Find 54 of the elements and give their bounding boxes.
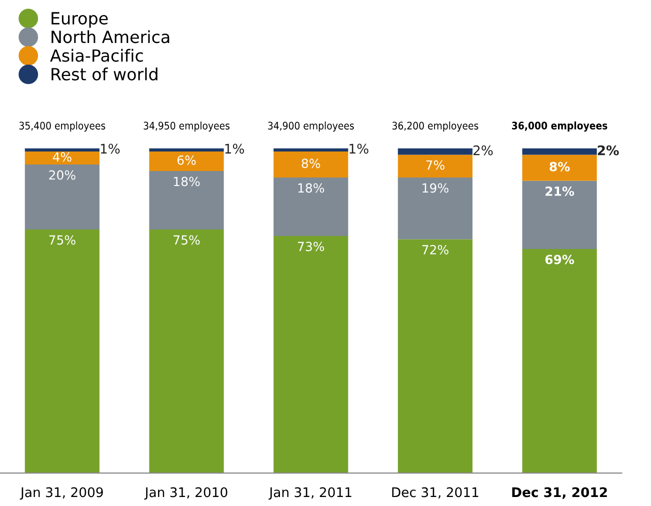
bar: [149, 229, 224, 474]
x-tick-label: Dec 31, 2012: [512, 487, 607, 499]
data-label: 8%: [550, 162, 570, 172]
bar: [274, 177, 348, 236]
data-label: 73%: [298, 242, 324, 252]
data-label: 21%: [546, 186, 574, 196]
data-label: 2%: [473, 145, 493, 156]
data-label: 75%: [49, 235, 76, 245]
bar: [274, 152, 348, 178]
bar: [522, 180, 597, 249]
bar: [398, 154, 472, 178]
x-tick-label: Jan 31, 2011: [268, 487, 352, 500]
data-label: 19%: [422, 183, 448, 193]
bar: [274, 236, 348, 474]
bar: [149, 152, 224, 171]
data-label: 72%: [422, 244, 448, 254]
data-label: 18%: [298, 183, 324, 193]
legend-label: Rest of world: [52, 68, 158, 80]
data-label: 69%: [545, 254, 574, 264]
bar: [522, 248, 597, 474]
legend-label: Asia-Pacific: [50, 48, 143, 62]
annotation: 35,400 employees: [19, 122, 106, 132]
bar: [149, 171, 224, 230]
bar: [398, 148, 472, 155]
data-label: 7%: [426, 160, 444, 170]
bar: [24, 164, 100, 230]
annotation: 36,200 employees: [392, 122, 478, 132]
annotation: 36,000 employees: [512, 121, 608, 132]
data-label: 75%: [174, 235, 200, 245]
data-label: 4%: [52, 152, 72, 162]
annotation: 34,950 employees: [144, 122, 230, 132]
data-label: 1%: [350, 144, 368, 154]
data-label: 6%: [177, 155, 196, 165]
legend-label: North America: [52, 30, 170, 44]
x-tick-label: Dec 31, 2011: [392, 487, 478, 499]
bar: [398, 177, 472, 240]
legend-label: Europe: [52, 12, 108, 28]
x-tick-label: Jan 31, 2009: [20, 487, 103, 500]
bar: [522, 148, 597, 155]
x-tick-label: Jan 31, 2010: [144, 487, 228, 500]
data-label: 18%: [174, 176, 200, 186]
bar: [522, 154, 597, 181]
data-label: 1%: [100, 144, 120, 154]
data-label: 20%: [49, 170, 76, 180]
bar: [24, 229, 100, 474]
data-label: 2%: [598, 145, 619, 156]
bar: [24, 148, 100, 152]
bar: [274, 148, 348, 152]
data-label: 8%: [302, 158, 320, 168]
bar: [149, 148, 224, 152]
annotation: 34,900 employees: [268, 122, 354, 132]
data-label: 1%: [225, 144, 244, 154]
bar: [24, 152, 100, 164]
bar: [398, 239, 472, 474]
